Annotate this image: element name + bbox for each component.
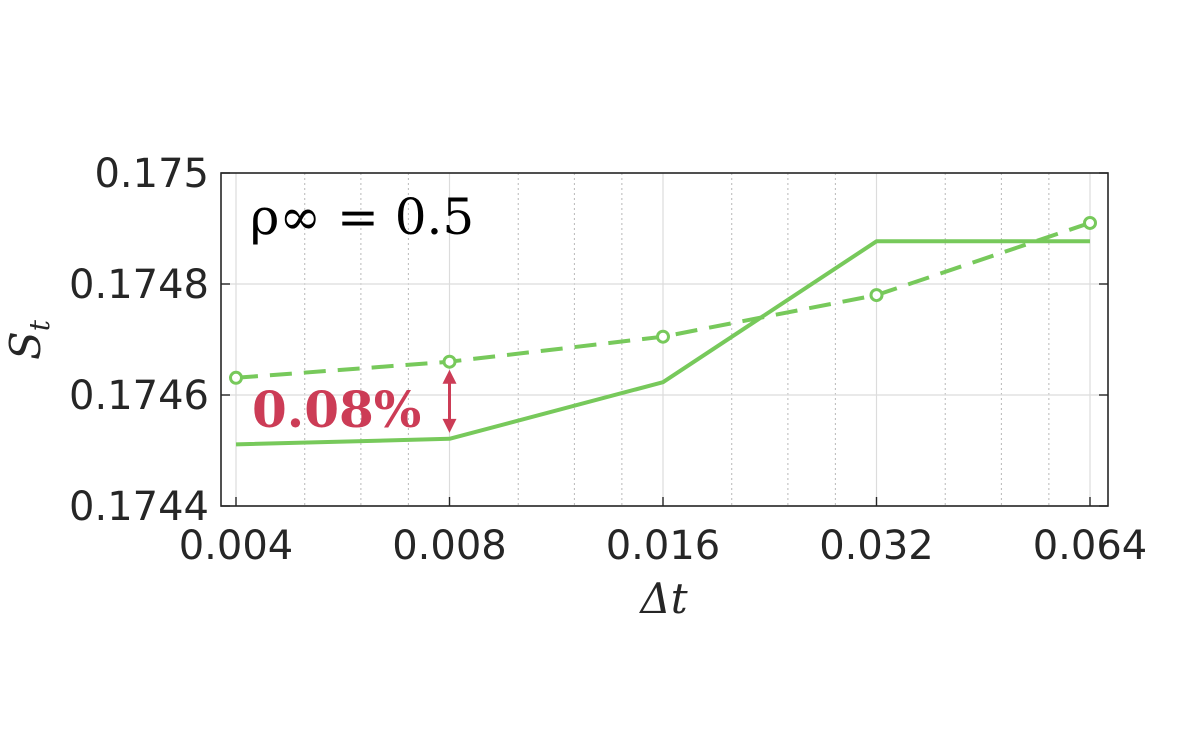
difference-arrow-head-up [442,369,457,384]
x-tick-label: 0.016 [606,523,721,569]
y-axis-title-main: S [1,331,50,360]
series-marker-point [442,354,457,369]
y-tick-label: 0.1746 [69,373,209,419]
solid-series-line [235,239,1090,447]
y-tick-label: 0.1748 [69,262,209,308]
difference-arrow-head-down [442,418,457,433]
y-tick-label: 0.175 [94,151,209,197]
y-axis-title-subscript: t [23,319,56,331]
x-axis-title: Δt [638,574,687,623]
series-marker-point [869,288,884,303]
x-tick-label: 0.064 [1033,523,1148,569]
x-tick-label: 0.004 [179,523,294,569]
series-marker-point [1083,215,1097,230]
x-tick-label: 0.008 [392,523,507,569]
y-axis-title: St [1,319,56,360]
series-layer [229,215,1097,447]
difference-percent-label: 0.08% [252,380,421,439]
plot-area-frame [220,172,1109,507]
series-marker-point [229,370,243,385]
y-tick-label: 0.1744 [69,484,209,530]
tick-layer: 0.004 0.008 0.016 0.032 0.064 0.1744 0.1746 0.1… [69,151,1147,569]
annotation-layer [442,369,457,433]
series-marker-point [656,329,670,344]
parameter-annotation: ρ∞ = 0.5 [250,188,474,246]
x-tick-label: 0.032 [819,523,934,569]
